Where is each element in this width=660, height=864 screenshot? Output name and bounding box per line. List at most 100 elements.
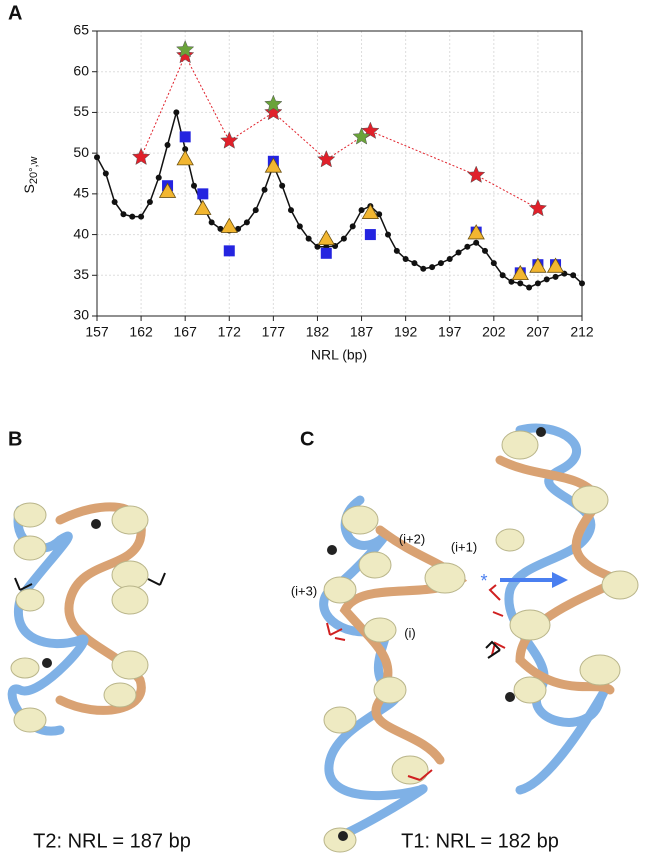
point — [464, 243, 471, 250]
triangle-marker — [264, 157, 283, 173]
point — [252, 207, 259, 214]
triangle-marker — [317, 229, 335, 246]
x-tick-label: 207 — [526, 324, 550, 340]
series-line — [140, 54, 539, 209]
y-tick-label: 45 — [73, 185, 89, 201]
x-tick-label: 202 — [482, 324, 506, 340]
point — [534, 280, 541, 287]
annotation: (i+2) — [399, 531, 425, 546]
annotation: * — [480, 571, 487, 591]
point — [526, 284, 533, 291]
caption: T1: NRL = 182 bp — [401, 830, 559, 852]
point — [552, 273, 559, 280]
star-marker — [220, 131, 239, 149]
star-marker — [528, 198, 548, 217]
point — [235, 225, 242, 232]
panel-label: B — [8, 428, 22, 450]
point — [473, 239, 480, 246]
point — [393, 247, 400, 254]
point — [402, 256, 409, 262]
star-marker — [352, 127, 371, 145]
point — [490, 260, 497, 267]
point — [279, 182, 286, 189]
star-marker — [175, 40, 195, 58]
square-marker — [179, 131, 191, 143]
point — [499, 272, 506, 279]
point — [243, 219, 250, 226]
point — [191, 182, 197, 189]
triangle-marker — [361, 203, 380, 219]
triangle-marker — [529, 257, 547, 273]
point — [314, 243, 321, 250]
y-axis-label: S20°,w — [21, 156, 40, 193]
point — [482, 247, 488, 254]
point — [429, 264, 436, 271]
point — [208, 219, 215, 226]
point — [146, 199, 153, 205]
triangle-marker — [194, 199, 212, 215]
star-marker — [264, 94, 283, 113]
point — [164, 142, 171, 148]
square-marker — [320, 247, 332, 259]
x-tick-label: 162 — [129, 324, 153, 340]
point — [579, 280, 585, 287]
x-tick-label: 172 — [218, 324, 242, 340]
panel-b-structure — [7, 502, 166, 736]
x-tick-label: 167 — [174, 324, 198, 340]
point — [420, 265, 427, 272]
point — [138, 213, 145, 220]
x-tick-label: 212 — [570, 324, 594, 340]
point — [94, 154, 100, 161]
point — [111, 199, 118, 205]
point — [349, 223, 356, 230]
point — [261, 186, 268, 193]
star-marker — [175, 45, 195, 64]
star-marker — [131, 147, 151, 166]
point — [305, 235, 312, 242]
square-marker — [223, 245, 235, 257]
y-label-main: S — [21, 184, 37, 193]
triangle-marker — [220, 217, 238, 233]
y-tick-label: 55 — [73, 103, 89, 119]
y-tick-label: 65 — [73, 22, 89, 38]
caption: T2: NRL = 187 bp — [33, 830, 191, 852]
panel-c-structure — [319, 423, 639, 853]
star-marker — [264, 102, 283, 121]
point — [173, 109, 180, 116]
star-marker — [317, 150, 336, 168]
point — [437, 260, 444, 267]
point — [217, 225, 224, 232]
point — [288, 207, 294, 214]
y-tick-label: 30 — [73, 307, 89, 323]
x-tick-label: 177 — [262, 324, 286, 340]
x-tick-label: 182 — [306, 324, 330, 340]
point — [455, 249, 462, 256]
x-tick-label: 157 — [85, 324, 109, 340]
point — [358, 207, 365, 214]
annotation: (i) — [404, 625, 416, 640]
triangle-marker — [546, 257, 565, 273]
y-label-sub: 20°,w — [28, 156, 40, 184]
point — [517, 280, 524, 287]
x-axis-label: NRL (bp) — [311, 347, 367, 363]
point — [129, 213, 136, 220]
triangle-marker — [158, 182, 177, 198]
triangle-marker — [511, 264, 529, 281]
point — [182, 146, 189, 153]
point — [340, 235, 347, 242]
point — [120, 211, 127, 218]
point — [508, 278, 515, 285]
panel-label: C — [300, 428, 314, 450]
point — [411, 260, 418, 267]
annotation: (i+1) — [451, 539, 477, 554]
point — [155, 174, 162, 181]
x-tick-label: 192 — [394, 324, 418, 340]
y-tick-label: 40 — [73, 225, 89, 241]
y-tick-label: 35 — [73, 266, 89, 282]
star-marker — [466, 165, 486, 183]
plot-frame — [96, 30, 583, 317]
square-marker — [197, 188, 209, 200]
point — [376, 211, 383, 218]
y-tick-label: 60 — [73, 62, 89, 78]
point — [102, 170, 109, 177]
